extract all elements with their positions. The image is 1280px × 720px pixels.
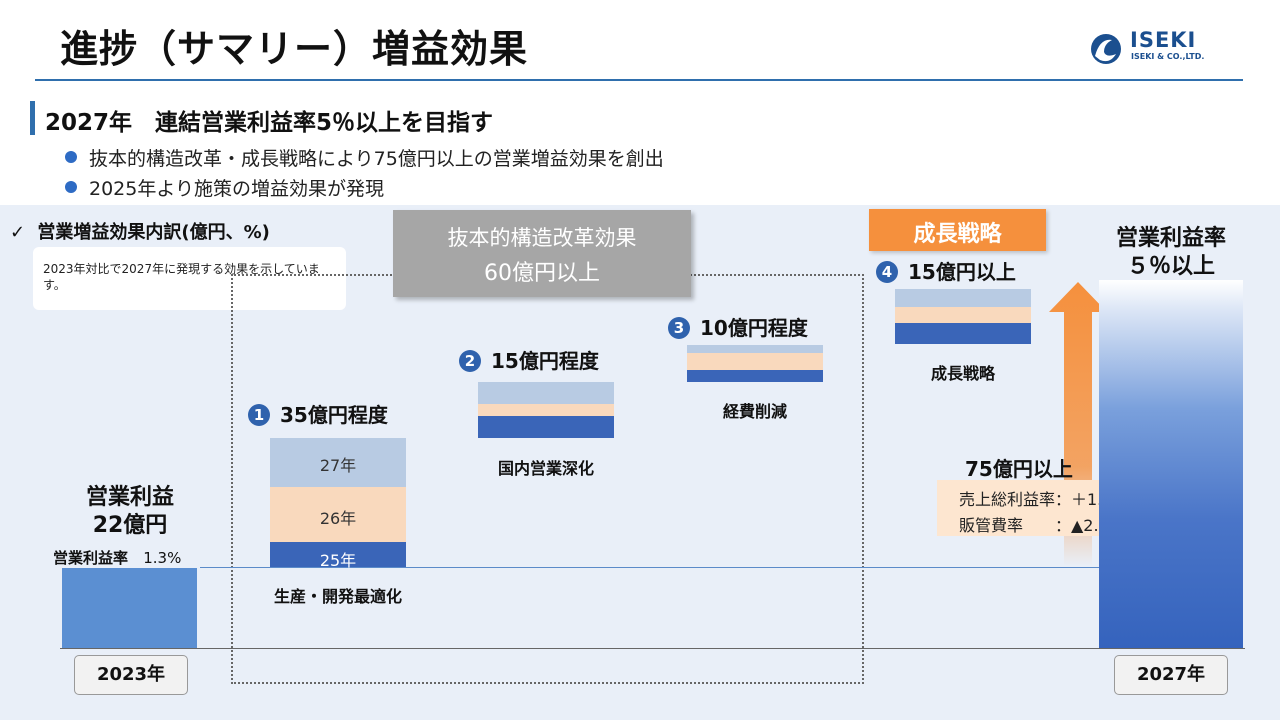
item-name: 生産・開発最適化 (273, 587, 402, 606)
section-heading: 2027年 連結営業利益率5％以上を目指す (45, 110, 494, 136)
base-label: 営業利益 22億円 (55, 484, 205, 540)
bar-segment-25 (478, 416, 614, 438)
bullet-dot-icon (65, 181, 77, 193)
item-number-icon: 2 (459, 350, 481, 372)
logo-wordmark: ISEKI (1130, 28, 1197, 52)
growth-strategy-label: 成長戦略 (913, 222, 1002, 247)
bar-segment-26 (687, 353, 823, 370)
bullet-text: 抜本的構造改革・成長戦略により75億円以上の営業増益効果を創出 (89, 148, 664, 170)
segment-label: 27年 (319, 456, 357, 475)
total-amount: 75億円以上 (965, 457, 1073, 481)
base-margin-label: 営業利益率 (53, 549, 129, 567)
reform-effect-value: 60億円以上 (484, 261, 600, 286)
bar-2023 (62, 568, 197, 648)
bar-segment-27: 27年 (270, 438, 406, 487)
base-label-text: 営業利益 (85, 485, 174, 510)
reform-effect-label: 抜本的構造改革効果 (447, 226, 637, 250)
base-margin-value: 1.3% (143, 549, 182, 567)
baseline-line (200, 567, 1100, 568)
target-label: 営業利益率 ５％以上 (1084, 225, 1258, 281)
item-name: 国内営業深化 (497, 459, 594, 478)
bar-segment-27 (687, 345, 823, 353)
item-number-icon: 1 (248, 404, 270, 426)
bar-segment-27 (895, 289, 1031, 307)
section-accent-bar (30, 101, 35, 135)
target-value: ５％以上 (1126, 254, 1215, 279)
growth-strategy-badge (869, 209, 1046, 251)
bullet-dot-icon (65, 151, 77, 163)
base-margin: 営業利益率 1.3% (53, 547, 181, 568)
iseki-logo-icon (1091, 34, 1121, 64)
item-number-icon: 4 (876, 261, 898, 283)
year-label-2027: 2027年 (1114, 655, 1228, 695)
chart-title-text: 営業増益効果内訳(億円、%) (37, 222, 270, 243)
bar-segment-25: 25年 (270, 542, 406, 570)
bar-segment-26: 26年 (270, 487, 406, 542)
year-label-2023: 2023年 (74, 655, 188, 695)
item-name: 成長戦略 (930, 364, 995, 383)
bar-segment-27 (478, 382, 614, 404)
item-3-header: 3 10億円程度 (668, 312, 808, 341)
item-2-header: 2 15億円程度 (459, 345, 599, 374)
item-amount: 15億円以上 (908, 260, 1016, 284)
note-box (33, 247, 346, 310)
x-axis-line (60, 648, 1245, 649)
increase-arrow-icon (1049, 282, 1107, 566)
bar-segment-26 (895, 307, 1031, 323)
item-name: 経費削減 (722, 402, 787, 421)
item-amount: 35億円程度 (280, 403, 388, 427)
page-title: 進捗（サマリー）増益効果 (60, 27, 529, 71)
reform-effect-box (393, 210, 691, 297)
segment-label: 25年 (319, 551, 357, 570)
bullet-item: 抜本的構造改革・成長戦略により75億円以上の営業増益効果を創出 (65, 144, 664, 171)
bar-segment-25 (687, 370, 823, 382)
item-amount: 15億円程度 (491, 349, 599, 373)
bullet-text: 2025年より施策の増益効果が発現 (89, 178, 384, 200)
note-text: 2023年対比で2027年に発現する効果を示しています。 (43, 262, 320, 292)
chart-title: ✓ 営業増益効果内訳(億円、%) (10, 218, 270, 244)
item-number-icon: 3 (668, 317, 690, 339)
item-4-header: 4 15億円以上 (876, 256, 1016, 285)
item-1-header: 1 35億円程度 (248, 399, 388, 428)
check-icon: ✓ (10, 222, 26, 243)
item-amount: 10億円程度 (700, 316, 808, 340)
segment-label: 26年 (319, 509, 357, 528)
logo-company-name: ISEKI & CO.,LTD. (1131, 52, 1205, 61)
title-divider (35, 79, 1243, 81)
bar-segment-26 (478, 404, 614, 416)
bullet-item: 2025年より施策の増益効果が発現 (65, 174, 384, 201)
bar-2027 (1099, 280, 1243, 648)
bar-segment-25 (895, 323, 1031, 344)
target-label-text: 営業利益率 (1115, 226, 1226, 251)
base-value: 22億円 (92, 513, 168, 538)
